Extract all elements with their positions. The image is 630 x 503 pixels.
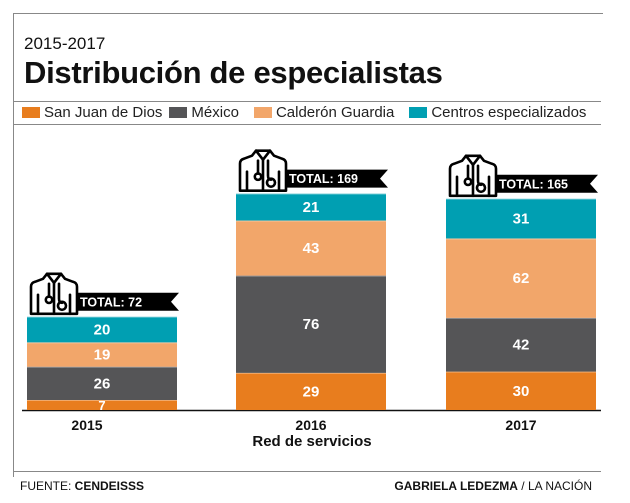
- data-label: 42: [513, 337, 530, 354]
- legend-rule-top: [14, 101, 601, 102]
- legend-label: Calderón Guardia: [275, 104, 395, 121]
- bar-segment-2016-1: [236, 275, 386, 373]
- legend-label: San Juan de Dios: [44, 104, 163, 121]
- category-label: 2017: [505, 417, 536, 433]
- frame-left-rule: [13, 13, 14, 477]
- coat-stroke: [29, 272, 79, 316]
- source-label: FUENTE:: [20, 479, 75, 493]
- category-label: 2016: [295, 417, 326, 433]
- coat-stroke: [464, 154, 482, 167]
- x-axis-title: Red de servicios: [252, 433, 371, 450]
- coat-stroke: [448, 154, 498, 198]
- bar-segment-2016-3: [236, 193, 386, 221]
- stethoscope-end: [44, 295, 54, 305]
- stethoscope-bell: [475, 182, 487, 194]
- data-label: 7: [98, 398, 105, 413]
- data-label: 19: [94, 347, 111, 364]
- bar-segment-2017-1: [446, 317, 596, 372]
- total-badge: [72, 292, 179, 311]
- legend-rule-bottom: [14, 124, 601, 125]
- bar-segment-2017-3: [446, 198, 596, 239]
- coat-stroke: [238, 149, 288, 192]
- total-label: TOTAL: 72: [80, 295, 142, 309]
- bar-segment-2016-2: [236, 220, 386, 276]
- credit-author: GABRIELA LEDEZMA: [394, 479, 518, 493]
- stethoscope-bell: [265, 177, 277, 188]
- bar-segment-2017-0: [446, 371, 596, 410]
- legend-item-calderon: Calderón Guardia: [253, 104, 395, 121]
- data-label: 31: [513, 211, 530, 228]
- credit-outlet: / LA NACIÓN: [517, 479, 592, 493]
- coat-stroke: [254, 149, 272, 161]
- bar-segment-2015-0: [27, 400, 177, 410]
- data-label: 21: [303, 199, 320, 216]
- stethoscope-end: [463, 177, 473, 187]
- total-badge: [491, 174, 598, 193]
- credit-note: GABRIELA LEDEZMA / LA NACIÓN: [394, 479, 592, 493]
- source-note: FUENTE: CENDEISSS: [20, 479, 144, 493]
- category-label: 2015: [71, 417, 102, 433]
- data-label: 43: [303, 240, 320, 257]
- legend-swatch-san-juan: [22, 107, 40, 118]
- footer-rule: [14, 471, 601, 472]
- data-label: 20: [94, 322, 111, 339]
- stethoscope-end: [253, 172, 263, 182]
- bar-segment-2015-3: [27, 316, 177, 343]
- legend-swatch-calderon: [253, 107, 272, 118]
- doctor-coat-icon: [29, 272, 79, 316]
- total-label: TOTAL: 165: [499, 177, 568, 191]
- bar-segment-2015-2: [27, 342, 177, 367]
- data-label: 26: [94, 375, 111, 392]
- legend: San Juan de Dios México Calderón Guardia…: [22, 104, 593, 121]
- coat-stroke: [36, 293, 72, 316]
- doctor-coat-icon: [238, 149, 288, 192]
- legend-item-centros: Centros especializados: [409, 104, 586, 121]
- legend-label: México: [191, 104, 239, 121]
- legend-swatch-mexico: [169, 107, 188, 118]
- data-label: 29: [303, 383, 320, 400]
- data-label: 30: [513, 383, 530, 400]
- chart-title: Distribución de especialistas: [24, 55, 443, 90]
- total-label: TOTAL: 169: [289, 172, 358, 186]
- coat-stroke: [455, 175, 491, 198]
- frame-top-rule: [13, 13, 603, 14]
- legend-swatch-centros: [409, 107, 428, 118]
- data-label: 62: [513, 270, 530, 287]
- total-badge: [281, 169, 388, 188]
- legend-label: Centros especializados: [431, 104, 587, 121]
- coat-stroke: [45, 272, 63, 285]
- bar-segment-2017-2: [446, 238, 596, 318]
- chart-subtitle: 2015-2017: [24, 34, 106, 53]
- legend-item-san-juan: San Juan de Dios: [22, 104, 162, 121]
- bar-segment-2016-0: [236, 372, 386, 410]
- bar-segment-2015-1: [27, 366, 177, 400]
- coat-stroke: [245, 170, 281, 192]
- doctor-coat-icon: [448, 154, 498, 198]
- legend-item-mexico: México: [169, 104, 239, 121]
- data-label: 76: [303, 316, 320, 333]
- source-value: CENDEISSS: [74, 479, 145, 493]
- stethoscope-bell: [56, 300, 68, 312]
